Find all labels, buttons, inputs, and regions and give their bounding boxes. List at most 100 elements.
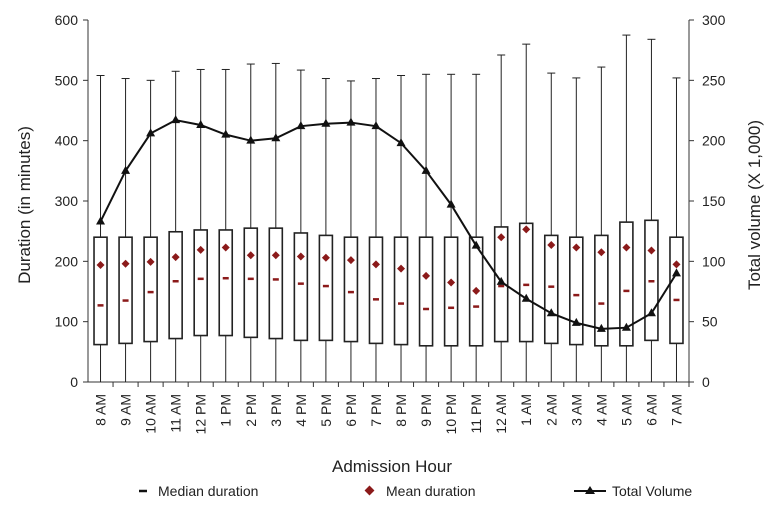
legend-volume-label: Total Volume [612, 483, 692, 499]
x-tick-label: 8 AM [93, 394, 109, 426]
legend-volume-marker [585, 486, 595, 494]
legend-mean-label: Mean duration [386, 483, 476, 499]
total-volume-point [546, 308, 556, 317]
x-axis-title: Admission Hour [332, 457, 452, 476]
box-iqr [343, 236, 359, 343]
total-volume-point [96, 216, 106, 225]
mean-marker [121, 259, 130, 268]
box-iqr [619, 221, 634, 347]
y-right-tick-label: 0 [702, 374, 710, 390]
total-volume-point [146, 128, 156, 137]
y-left-tick-label: 100 [55, 314, 79, 330]
total-volume-point [671, 268, 681, 277]
mean-marker [246, 251, 255, 260]
mean-marker [171, 253, 180, 262]
total-volume-point [196, 119, 206, 128]
mean-marker [572, 243, 581, 252]
total-volume-point [171, 115, 181, 124]
box-iqr [243, 227, 259, 339]
total-volume-point [246, 135, 256, 144]
mean-marker [321, 253, 330, 262]
total-volume-point [646, 308, 656, 317]
mean-marker [622, 243, 631, 252]
boxes [93, 34, 684, 382]
x-tick-label: 5 AM [618, 394, 634, 426]
x-tick-label: 6 PM [343, 394, 359, 427]
mean-marker [196, 245, 205, 254]
box-iqr [93, 236, 108, 346]
mean-marker [146, 257, 155, 266]
mean-marker [422, 271, 431, 280]
mean-marker [672, 260, 681, 269]
median-markers [97, 276, 680, 311]
legend-mean-marker [364, 485, 375, 496]
mean-markers [96, 225, 681, 295]
total-volume-point [396, 138, 406, 147]
y-left-tick-label: 500 [55, 72, 79, 88]
x-tick-label: 3 AM [568, 394, 584, 426]
total-volume-point [571, 317, 581, 326]
mean-marker [597, 248, 606, 257]
mean-marker [271, 251, 280, 260]
x-tick-label: 10 PM [443, 394, 459, 434]
box-iqr [168, 230, 183, 340]
box-iqr [569, 236, 584, 346]
total-volume-point [371, 121, 381, 130]
box-iqr [543, 234, 559, 345]
y-axis-right-title: Total volume (X 1,000) [745, 120, 764, 290]
mean-marker [371, 260, 380, 269]
y-axis-left-title: Duration (in minutes) [15, 126, 34, 284]
x-tick-label: 7 PM [368, 394, 384, 427]
x-tick-label: 9 PM [418, 394, 434, 427]
x-tick-label: 8 PM [393, 394, 409, 427]
legend-median-label: Median duration [158, 483, 258, 499]
mean-marker [522, 225, 531, 234]
total-volume-point [596, 323, 606, 332]
y-left-tick-label: 0 [70, 374, 78, 390]
x-tick-label: 11 AM [168, 394, 184, 433]
total-volume-point [121, 165, 131, 174]
labels: 0 100 200 300 400 500 600 0 50 100 150 200 250 300 8 A… [55, 12, 726, 434]
box-iqr [268, 227, 284, 340]
box-iqr [118, 236, 133, 345]
box-iqr [218, 229, 234, 337]
y-left-tick-label: 200 [55, 253, 79, 269]
x-tick-label: 9 AM [118, 394, 134, 426]
mean-marker [221, 243, 230, 252]
mean-marker [397, 264, 406, 273]
x-tick-label: 6 AM [643, 394, 659, 426]
box-iqr [368, 236, 384, 345]
x-tick-label: 7 AM [668, 394, 684, 426]
x-tick-label: 2 AM [543, 394, 559, 426]
box-iqr [518, 222, 534, 343]
total-volume-line [99, 119, 678, 330]
box-iqr [143, 236, 158, 343]
mean-marker [647, 246, 656, 255]
y-right-tick-label: 100 [702, 253, 726, 269]
y-left-tick-label: 300 [55, 193, 79, 209]
x-tick-label: 1 AM [518, 394, 534, 426]
x-tick-label: 4 AM [593, 394, 609, 426]
box-iqr [443, 236, 459, 347]
box-iqr [293, 232, 309, 342]
total-volume-point [346, 117, 356, 126]
total-volume-point [471, 240, 481, 249]
mean-marker [497, 233, 506, 242]
x-tick-label: 12 PM [193, 394, 209, 434]
y-right-tick-label: 250 [702, 72, 726, 88]
y-left-tick-label: 400 [55, 133, 79, 149]
mean-marker [547, 241, 556, 250]
box-iqr [669, 236, 684, 345]
total-volume-point [321, 118, 331, 127]
x-tick-label: 12 AM [493, 394, 509, 434]
mean-marker [447, 278, 456, 287]
axes [83, 19, 694, 387]
total-volume-point [271, 133, 281, 142]
y-right-tick-label: 150 [702, 193, 726, 209]
total-volume-point [446, 199, 456, 208]
mean-marker [472, 286, 481, 295]
total-volume-point [496, 276, 506, 285]
box-iqr [193, 229, 208, 337]
